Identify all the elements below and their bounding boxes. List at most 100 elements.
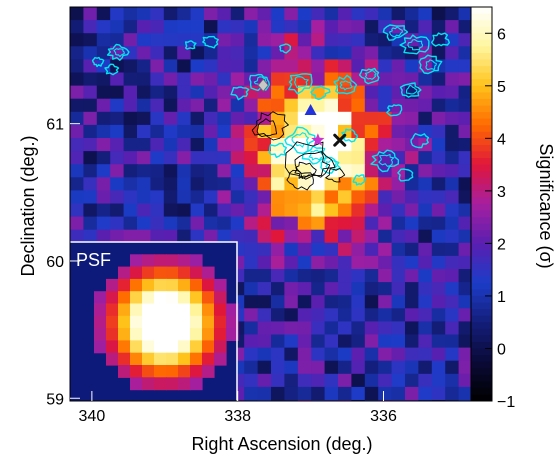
heatmap-cell — [150, 98, 165, 113]
psf-cell — [214, 278, 227, 292]
heatmap-cell — [70, 72, 84, 87]
heatmap-cell — [391, 308, 406, 322]
heatmap-cell — [284, 282, 299, 296]
heatmap-cell — [110, 203, 125, 218]
heatmap-cell — [431, 124, 446, 139]
heatmap-cell — [311, 321, 326, 336]
heatmap-cell — [217, 33, 232, 47]
psf-cell — [166, 254, 179, 268]
cross-marker — [333, 133, 347, 147]
psf-cell — [142, 278, 155, 292]
colorbar-tick-label: 4 — [497, 131, 506, 148]
heatmap-cell — [405, 98, 419, 113]
heatmap-cell — [418, 295, 433, 309]
heatmap-cell — [458, 360, 471, 375]
colorbar-segment — [471, 85, 492, 93]
heatmap-cell — [284, 7, 299, 21]
heatmap-cell — [297, 334, 312, 349]
heatmap-cell — [311, 360, 326, 375]
cyan-contour — [410, 132, 430, 149]
heatmap-cell — [271, 85, 285, 100]
heatmap-cell — [83, 190, 98, 205]
heatmap-cell — [391, 85, 406, 100]
psf-inset: PSF — [70, 241, 239, 401]
heatmap-cell — [257, 360, 272, 375]
heatmap-cell — [297, 111, 312, 126]
heatmap-cell — [391, 229, 406, 244]
heatmap-cell — [431, 242, 446, 257]
psf-cell — [178, 377, 191, 391]
heatmap-cell — [458, 255, 471, 270]
heatmap-cell — [418, 164, 433, 178]
heatmap-cell — [284, 347, 299, 362]
heatmap-cell — [338, 295, 352, 309]
heatmap-cell — [217, 59, 232, 74]
heatmap-cell — [311, 347, 326, 362]
heatmap-cell — [418, 386, 433, 401]
heatmap-cell — [405, 59, 419, 74]
heatmap-cell — [311, 242, 326, 257]
heatmap-cell — [137, 190, 151, 205]
heatmap-cell — [351, 190, 366, 205]
heatmap-cell — [110, 400, 125, 401]
heatmap-cell — [230, 229, 245, 244]
psf-cell — [214, 315, 227, 329]
heatmap-cell — [257, 203, 272, 218]
heatmap-cell — [391, 269, 406, 283]
heatmap-cell — [445, 177, 460, 191]
heatmap-cell — [83, 33, 98, 47]
heatmap-cell — [458, 229, 471, 244]
heatmap-cell — [204, 138, 218, 152]
heatmap-cell — [445, 138, 460, 152]
psf-cell — [214, 303, 227, 317]
heatmap-cell — [338, 111, 352, 126]
heatmap-cell — [418, 124, 433, 139]
heatmap-cell — [324, 295, 339, 309]
psf-cell — [178, 328, 191, 341]
heatmap-cell — [110, 177, 125, 191]
heatmap-cell — [405, 7, 419, 21]
heatmap-cell — [177, 229, 192, 244]
psf-cell — [118, 303, 131, 317]
heatmap-cell — [163, 72, 178, 87]
heatmap-cell — [418, 229, 433, 244]
heatmap-cell — [230, 216, 245, 231]
psf-cell — [130, 365, 143, 378]
heatmap-cell — [177, 216, 192, 231]
heatmap-cell — [351, 111, 366, 126]
colorbar-segment — [471, 374, 492, 382]
psf-cell — [154, 278, 167, 292]
heatmap-cell — [311, 282, 326, 296]
heatmap-cell — [150, 203, 165, 218]
heatmap-cell — [150, 138, 165, 152]
y-axis-title: Declination (deg.) — [18, 135, 38, 276]
heatmap-cell — [458, 7, 471, 21]
heatmap-cell — [244, 151, 259, 165]
psf-cell — [118, 315, 131, 329]
heatmap-cell — [311, 20, 326, 34]
heatmap-cell — [83, 46, 98, 60]
heatmap-cell — [190, 203, 205, 218]
colorbar-segment — [471, 131, 492, 139]
psf-cell — [130, 278, 143, 292]
heatmap-cell — [378, 59, 393, 74]
heatmap-cell — [351, 400, 366, 401]
colorbar-segment — [471, 276, 492, 284]
heatmap-cell — [284, 386, 299, 401]
heatmap-cell — [458, 321, 471, 336]
heatmap-cell — [418, 347, 433, 362]
psf-cell — [202, 291, 215, 305]
heatmap-cell — [137, 85, 151, 100]
heatmap-cell — [338, 20, 352, 34]
heatmap-cell — [190, 138, 205, 152]
colorbar-segment — [471, 236, 492, 244]
heatmap-cell — [190, 59, 205, 74]
heatmap-cell — [378, 111, 393, 126]
psf-cell — [166, 278, 179, 292]
heatmap-cell — [418, 321, 433, 336]
heatmap-cell — [177, 98, 192, 113]
heatmap-cell — [445, 269, 460, 283]
heatmap-cell — [230, 138, 245, 152]
cyan-contour — [425, 59, 437, 71]
heatmap-cell — [257, 242, 272, 257]
